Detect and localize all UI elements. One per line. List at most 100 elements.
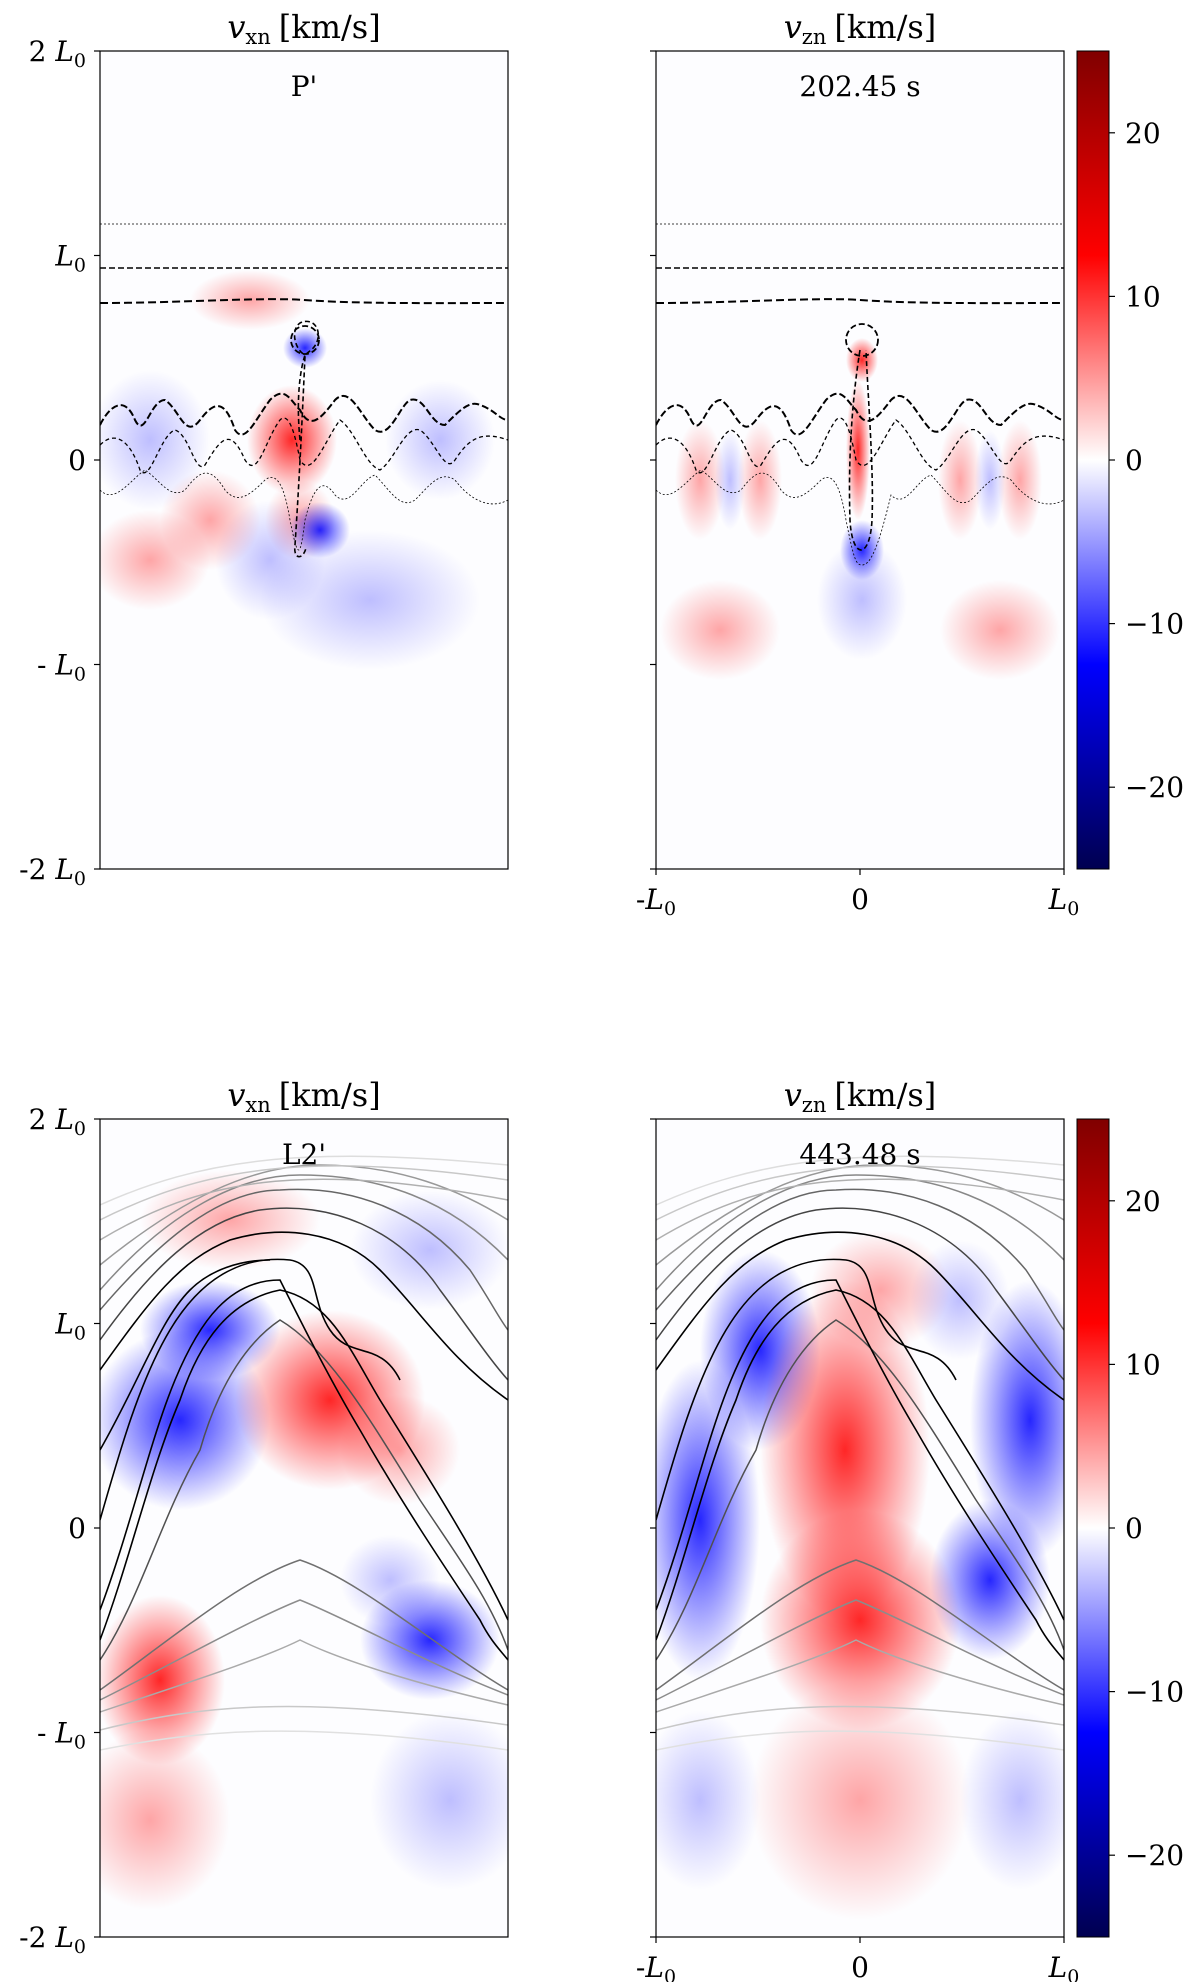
heatmap-field [100, 1170, 508, 1910]
y-tick-label: 0 [68, 1512, 86, 1545]
contour-line [656, 1207, 1064, 1381]
contour-line [848, 349, 874, 551]
x-tick-label: -L0 [636, 1951, 676, 1982]
contour-line [100, 1165, 508, 1221]
field-blob [750, 1680, 970, 1920]
contour-line [656, 417, 1064, 474]
contour-line [100, 1164, 508, 1266]
field-blob [760, 1510, 960, 1730]
contour-line [290, 325, 320, 355]
field-blob [660, 580, 780, 680]
contour-line [100, 469, 508, 551]
field-blob [940, 580, 1060, 680]
contour-line [656, 1231, 1064, 1401]
y-tick-label: - L0 [37, 649, 86, 686]
contour-line [100, 1259, 271, 1451]
contour-line [100, 1289, 508, 1641]
contour-line [100, 1174, 508, 1291]
contour-line [656, 1178, 1064, 1241]
field-blob [938, 420, 982, 540]
contour-line [100, 1207, 508, 1381]
contour-line [100, 1155, 508, 1206]
heatmap-field [656, 1230, 1064, 1920]
field-blob [340, 1535, 440, 1625]
field-blob [283, 328, 327, 368]
x-tick-label: L0 [1048, 883, 1080, 920]
field-blob [247, 385, 337, 495]
x-tick-label: 0 [851, 1951, 869, 1982]
field-blob [810, 1230, 950, 1350]
contour-line [656, 1599, 1064, 1701]
colorbar [1076, 50, 1110, 870]
contour-line [656, 298, 1064, 305]
contour-line [100, 392, 508, 436]
x-tick-label: L0 [1048, 1951, 1080, 1982]
contour-line [100, 1705, 508, 1731]
contour-line [100, 1279, 508, 1661]
contour-line [656, 1705, 1064, 1731]
field-blob [100, 370, 210, 510]
panel-bottom-left: vxn [km/s] L2' [99, 1076, 509, 1938]
contour-line [100, 1231, 508, 1401]
axes-layer: 2 L0 L0 0 - L0 -2 L0 -L0 0 L0 20 10 0 −10 −20 2 L0 L0 0… [19, 35, 1184, 1982]
contour-line [100, 1639, 508, 1713]
colorbar-bottom [1076, 1118, 1110, 1938]
panel-top-right: vzn [km/s] 202.45 s [655, 8, 1065, 870]
field-blob [340, 1395, 460, 1505]
contour-lines [100, 1155, 508, 1751]
y-tick-label: 0 [68, 444, 86, 477]
y-tick-label: L0 [54, 1308, 86, 1345]
panel-title: vzn [km/s] [784, 8, 937, 49]
x-tick-label: -L0 [636, 883, 676, 920]
contour-line [656, 392, 1064, 436]
time-label: 202.45 s [799, 70, 920, 103]
contour-line [100, 1178, 508, 1241]
field-blob [385, 380, 495, 500]
colorbar-tick-label: −20 [1125, 1839, 1184, 1872]
y-tick-label: 2 L0 [29, 1103, 86, 1140]
colorbar-tick-label: 10 [1125, 1348, 1161, 1381]
field-blob [998, 420, 1042, 540]
contour-line [656, 1165, 1064, 1221]
contour-line [656, 1174, 1064, 1291]
contour-line [656, 1188, 1064, 1331]
contour-line [656, 1258, 957, 1521]
colorbar-tick-label: −10 [1125, 1676, 1184, 1709]
panel-label: P' [291, 70, 318, 103]
field-blob [140, 1170, 320, 1270]
panel-title: vxn [km/s] [227, 8, 380, 49]
field-blob [370, 1710, 508, 1890]
colorbar-top [1076, 50, 1110, 870]
field-blob [846, 338, 878, 382]
panel-title: vzn [km/s] [784, 1076, 937, 1117]
contour-line [656, 1559, 1064, 1691]
field-blob [100, 1730, 230, 1910]
contour-lines [656, 1155, 1064, 1751]
contour-lines [100, 223, 508, 558]
panel-bottom-right: vzn [km/s] 443.48 s [655, 1076, 1065, 1938]
time-label: 443.48 s [799, 1138, 920, 1171]
contour-line [100, 298, 508, 305]
contour-lines [656, 223, 1064, 566]
contour-line [845, 323, 879, 357]
y-tick-label: L0 [54, 240, 86, 277]
contour-line [656, 1319, 1064, 1661]
colorbar-tick-label: 0 [1125, 1512, 1143, 1545]
contour-line [656, 1279, 1064, 1661]
contour-line [100, 1188, 508, 1331]
contour-line [656, 1164, 1064, 1266]
colorbar-tick-label: 20 [1125, 117, 1161, 150]
contour-line [100, 1730, 508, 1751]
colorbar-tick-label: −10 [1125, 608, 1184, 641]
contour-line [293, 320, 320, 558]
field-blob [960, 1710, 1064, 1890]
field-blob [260, 530, 480, 670]
field-blob [160, 470, 260, 570]
field-blob [817, 540, 907, 660]
contour-line [656, 469, 1064, 566]
x-tick-label: 0 [851, 883, 869, 916]
panel-label: L2' [282, 1138, 326, 1171]
contour-line [656, 1639, 1064, 1713]
contour-line [100, 1559, 508, 1691]
